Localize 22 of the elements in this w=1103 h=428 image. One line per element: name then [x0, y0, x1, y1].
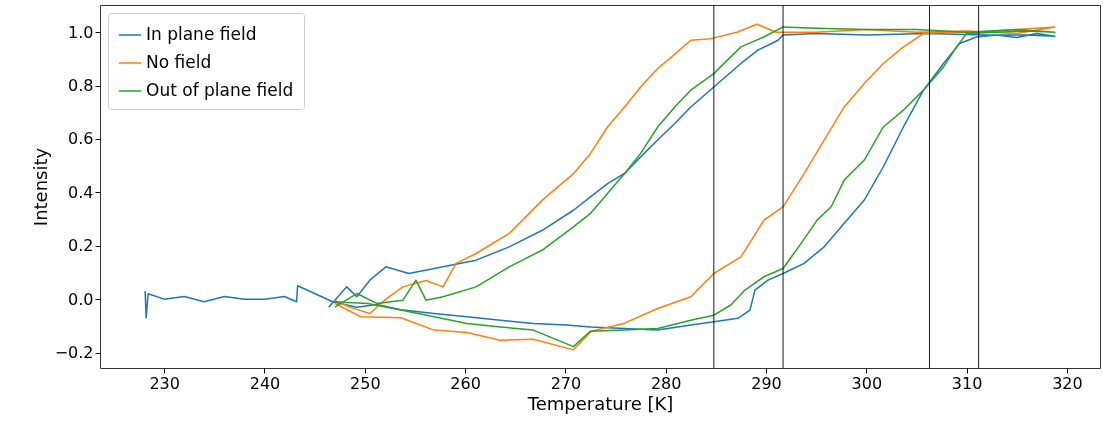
y-axis-title: Intensity [29, 147, 51, 227]
x-tick-label: 260 [450, 373, 481, 393]
x-tick-label: 300 [851, 373, 883, 393]
y-tick-label: 1.0 [68, 22, 94, 42]
legend-label: In plane field [146, 24, 257, 44]
x-tick-label: 320 [1052, 373, 1083, 393]
legend-label: No field [146, 52, 212, 72]
legend-label: Out of plane field [146, 80, 294, 100]
x-tick-label: 280 [650, 373, 682, 393]
x-axis-title: Temperature [K] [526, 392, 674, 414]
x-tick-label: 250 [350, 373, 381, 393]
y-tick-label: 0.6 [68, 129, 94, 149]
y-tick-label: 0.4 [68, 182, 94, 202]
y-tick-label: 0.2 [68, 236, 94, 256]
x-tick-label: 240 [249, 373, 281, 393]
y-tick-label: −0.2 [54, 343, 94, 363]
x-tick-label: 290 [751, 373, 782, 393]
y-tick-label: 0.8 [68, 76, 94, 96]
y-tick-label: 0.0 [68, 289, 94, 309]
x-tick-label: 230 [149, 373, 180, 393]
x-tick-label: 270 [550, 373, 582, 393]
x-tick-label: 310 [951, 373, 983, 393]
